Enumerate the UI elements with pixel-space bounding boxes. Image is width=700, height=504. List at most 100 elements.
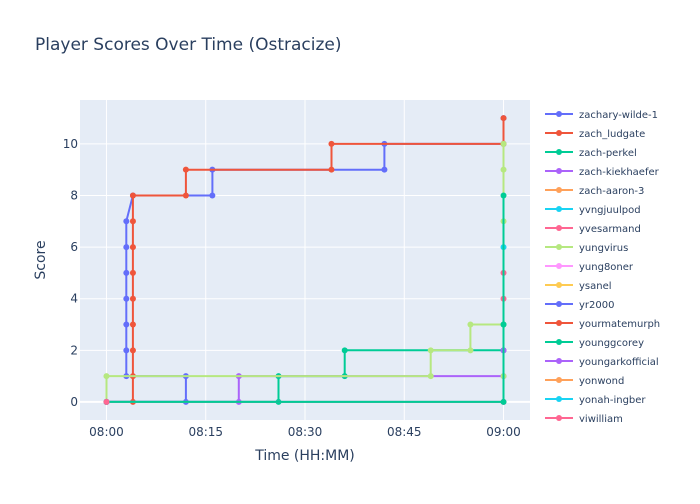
legend-item[interactable]: yonah-ingber	[545, 395, 646, 406]
data-point	[500, 321, 507, 328]
legend-marker	[556, 206, 562, 212]
legend-marker	[556, 187, 562, 193]
data-point	[341, 347, 348, 354]
data-point	[381, 166, 388, 173]
legend-label: zachary-wilde-1	[579, 110, 658, 121]
legend-marker	[556, 168, 562, 174]
legend-label: zach-aaron-3	[579, 186, 644, 197]
data-point	[182, 192, 189, 199]
data-point	[123, 269, 130, 276]
legend-item[interactable]: yourmatemurph	[545, 319, 660, 330]
legend-item[interactable]: youngarkofficial	[545, 357, 659, 368]
y-tick-label: 0	[70, 395, 78, 409]
legend-marker	[556, 263, 562, 269]
data-point	[123, 218, 130, 225]
data-point	[129, 269, 136, 276]
data-point	[129, 347, 136, 354]
y-tick-label: 8	[70, 188, 78, 202]
data-point	[467, 321, 474, 328]
data-point	[129, 192, 136, 199]
legend[interactable]: zachary-wilde-1 zach_ludgate zach-perkel za…	[545, 110, 660, 425]
x-tick-label: 08:15	[188, 425, 223, 439]
data-point	[209, 192, 216, 199]
data-point	[427, 373, 434, 380]
legend-marker	[556, 301, 562, 307]
legend-label: yr2000	[579, 300, 614, 311]
data-point	[427, 347, 434, 354]
legend-label: yung8oner	[579, 262, 634, 273]
legend-marker	[556, 415, 562, 421]
legend-item[interactable]: yungvirus	[545, 243, 628, 254]
legend-marker	[556, 320, 562, 326]
x-tick-label: 09:00	[486, 425, 521, 439]
legend-marker	[556, 130, 562, 136]
data-point	[467, 347, 474, 354]
legend-marker	[556, 377, 562, 383]
legend-label: ysanel	[579, 281, 612, 292]
data-point	[129, 295, 136, 302]
legend-marker	[556, 339, 562, 345]
legend-item[interactable]: zach-kiekhaefer	[545, 167, 660, 178]
legend-marker	[556, 358, 562, 364]
legend-item[interactable]: yung8oner	[545, 262, 634, 273]
y-tick-label: 4	[70, 292, 78, 306]
legend-item[interactable]: zach-aaron-3	[545, 186, 644, 197]
legend-label: zach-perkel	[579, 148, 637, 159]
data-point	[129, 321, 136, 328]
legend-label: youngarkofficial	[579, 357, 659, 368]
legend-item[interactable]: zachary-wilde-1	[545, 110, 658, 121]
legend-label: zach_ludgate	[579, 129, 645, 140]
legend-item[interactable]: yiwilliam	[545, 414, 623, 425]
x-axis-label: Time (HH:MM)	[254, 448, 355, 464]
y-axis-ticks: 0 2 4 6 8 10	[63, 137, 78, 409]
legend-label: yvngjuulpod	[579, 205, 641, 216]
x-tick-label: 08:00	[89, 425, 124, 439]
legend-item[interactable]: yvngjuulpod	[545, 205, 641, 216]
legend-item[interactable]: yr2000	[545, 300, 614, 311]
legend-marker	[556, 396, 562, 402]
data-point	[182, 166, 189, 173]
legend-marker	[556, 149, 562, 155]
series-layer	[103, 115, 507, 405]
legend-marker	[556, 244, 562, 250]
data-point	[123, 295, 130, 302]
data-point	[103, 373, 110, 380]
series-younggcorey	[103, 192, 507, 405]
data-point	[123, 244, 130, 251]
legend-items: zachary-wilde-1 zach_ludgate zach-perkel za…	[545, 110, 660, 425]
legend-marker	[556, 282, 562, 288]
x-tick-label: 08:45	[387, 425, 422, 439]
legend-marker	[556, 225, 562, 231]
legend-label: younggcorey	[579, 338, 644, 349]
legend-item[interactable]: ysanel	[545, 281, 612, 292]
legend-label: yiwilliam	[579, 414, 623, 425]
legend-label: zach-kiekhaefer	[579, 167, 660, 178]
x-axis-ticks: 08:00 08:15 08:30 08:45 09:00	[89, 425, 521, 439]
legend-item[interactable]: zach_ludgate	[545, 129, 645, 140]
y-tick-label: 10	[63, 137, 78, 151]
data-point	[500, 140, 507, 147]
series-line	[106, 195, 505, 403]
data-point	[500, 398, 507, 405]
data-point	[123, 321, 130, 328]
series-yiwilliam	[103, 398, 110, 405]
legend-marker	[556, 111, 562, 117]
legend-label: yungvirus	[579, 243, 628, 254]
data-point	[328, 140, 335, 147]
legend-item[interactable]: yvesarmand	[545, 224, 641, 235]
legend-item[interactable]: yonwond	[545, 376, 624, 387]
y-axis-label: Score	[33, 240, 49, 279]
data-point	[500, 192, 507, 199]
data-point	[103, 398, 110, 405]
data-point	[129, 218, 136, 225]
legend-item[interactable]: zach-perkel	[545, 148, 637, 159]
legend-item[interactable]: younggcorey	[545, 338, 644, 349]
data-point	[500, 115, 507, 122]
y-tick-label: 2	[70, 343, 78, 357]
y-tick-label: 6	[70, 240, 78, 254]
legend-label: yvesarmand	[579, 224, 641, 235]
legend-label: yonwond	[579, 376, 624, 387]
legend-label: yonah-ingber	[579, 395, 646, 406]
